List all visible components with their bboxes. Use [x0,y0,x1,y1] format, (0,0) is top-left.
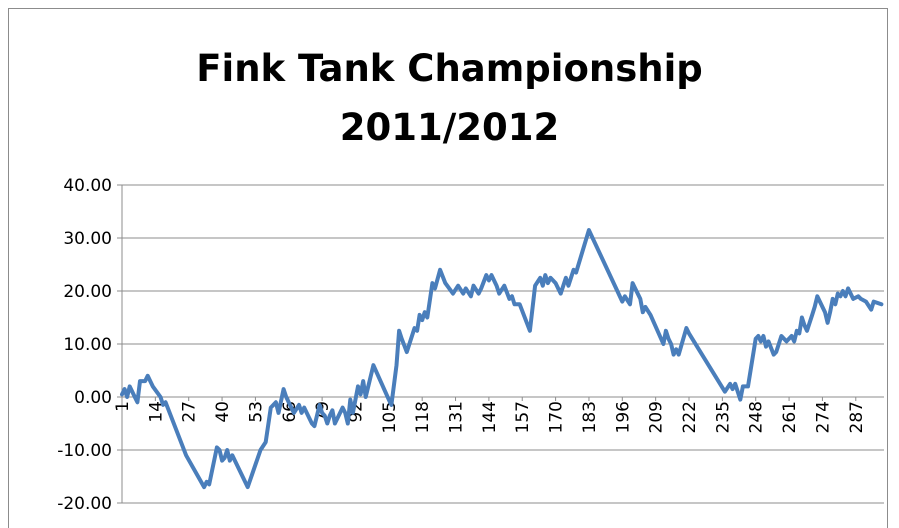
y-tick-label: -10.00 [57,441,112,461]
x-tick-label: 261 [780,401,800,433]
y-tick-label: 20.00 [63,282,112,302]
x-tick-label: 196 [613,401,633,433]
y-tick-label: 10.00 [63,335,112,355]
chart-title-line-2: 2011/2012 [339,106,560,149]
y-tick-label: 0.00 [74,388,112,408]
x-tick-label: 248 [747,401,767,433]
x-tick-label: 287 [847,401,867,433]
x-tick-label: 222 [680,401,700,433]
series-layer [120,228,884,490]
y-tick-labels: -20.00 -10.00 0.00 10.00 20.00 30.00 40.00 [57,176,112,514]
x-tick-label: 157 [513,401,533,433]
x-tick-label: 27 [180,401,200,423]
x-tick-label: 144 [480,401,500,433]
x-tick-label: 40 [213,401,233,423]
y-tick-label: 40.00 [63,176,112,196]
x-tick-label: 118 [413,401,433,433]
x-tick-label: 209 [647,401,667,433]
x-tick-label: 1 [113,401,133,412]
x-tick-label: 14 [146,401,166,423]
x-tick-label: 274 [813,401,833,433]
series-line [120,228,884,490]
chart-title-line-1: Fink Tank Championship [196,47,703,90]
x-tick-label: 53 [246,401,266,423]
x-tick-label: 235 [713,401,733,433]
x-tick-label: 170 [547,401,567,433]
y-tick-label: -20.00 [57,494,112,514]
x-tick-label: 66 [280,401,300,423]
x-tick-labels: 1 14 27 40 53 66 79 92 105 118 131 144 157 170 183 196 2… [113,401,867,433]
axes [117,184,884,504]
y-tick-label: 30.00 [63,229,112,249]
x-tick-label: 183 [580,401,600,433]
chart-area [8,8,888,528]
x-tick-label: 131 [447,401,467,433]
x-tick-label: 105 [380,401,400,433]
